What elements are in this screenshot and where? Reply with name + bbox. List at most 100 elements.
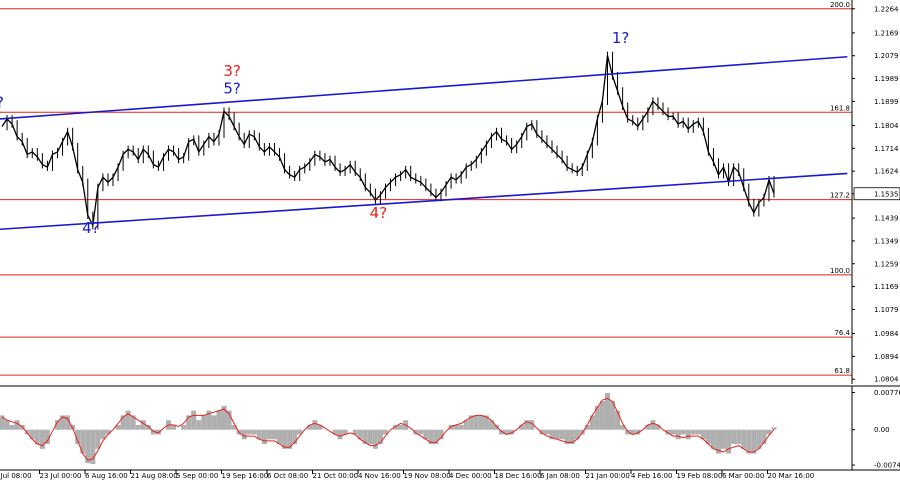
- osc-bar: [65, 415, 71, 430]
- osc-bar: [584, 424, 590, 430]
- osc-bar: [29, 429, 35, 440]
- osc-bar: [337, 429, 343, 440]
- osc-bar: [9, 424, 15, 430]
- osc-bar: [599, 401, 605, 430]
- osc-bar: [125, 410, 131, 430]
- osc-bar: [499, 429, 505, 435]
- osc-bar: [256, 429, 262, 440]
- osc-bar: [569, 429, 575, 445]
- osc-bar: [620, 424, 626, 430]
- channel-line-upper: [0, 55, 848, 120]
- wave-label: 1?: [612, 29, 630, 47]
- osc-bar: [493, 424, 499, 430]
- wave-label: 5?: [223, 80, 241, 98]
- osc-bar: [504, 429, 510, 435]
- time-tick-label: 4 Dec 00:00: [449, 472, 492, 480]
- osc-bar: [266, 429, 272, 440]
- price-series: [1, 51, 775, 230]
- osc-bar: [690, 429, 696, 435]
- osc-bar: [181, 424, 187, 430]
- osc-bar: [544, 429, 550, 435]
- price-tick-label: 1.2169: [874, 29, 899, 37]
- osc-bar: [488, 420, 494, 430]
- time-tick-label: 19 Sep 16:00: [222, 472, 269, 480]
- osc-bar: [655, 424, 661, 430]
- osc-bar: [221, 405, 227, 430]
- osc-bar: [715, 429, 721, 454]
- osc-bar: [60, 415, 66, 430]
- osc-bar: [539, 429, 545, 435]
- time-tick-label: 19 Nov 08:00: [404, 472, 451, 480]
- osc-bar: [761, 429, 767, 445]
- osc-bar: [297, 429, 303, 435]
- fib-level-label: 61.8: [834, 367, 850, 375]
- current-price-box: [853, 187, 900, 201]
- osc-bar: [206, 410, 212, 430]
- osc-bar: [105, 429, 111, 435]
- price-axis: 1.0804 1.0894 1.0984 1.1079 1.1169 1.1259 1.13…: [851, 0, 900, 384]
- osc-bar: [746, 429, 752, 454]
- osc-bar: [468, 415, 474, 430]
- osc-bar: [271, 429, 277, 440]
- osc-bar: [564, 429, 570, 445]
- osc-bar: [4, 420, 10, 430]
- time-tick-label: 6 Mar 00:00: [722, 472, 764, 480]
- osc-bar: [705, 429, 711, 445]
- osc-bar: [766, 429, 772, 435]
- osc-bar: [756, 429, 762, 449]
- osc-bar: [312, 420, 318, 430]
- osc-signal-line: [1, 397, 775, 461]
- osc-bar: [635, 429, 641, 435]
- osc-bar: [24, 429, 30, 435]
- osc-bar: [771, 427, 777, 430]
- osc-bar: [342, 429, 348, 435]
- time-tick-label: 4 Nov 16:00: [358, 472, 401, 480]
- time-tick-label: 21 Jan 00:00: [586, 472, 630, 480]
- osc-bar: [130, 415, 136, 430]
- osc-bar: [630, 429, 636, 435]
- osc-bar: [55, 420, 61, 430]
- wave-label: ?: [0, 93, 4, 111]
- fibonacci-levels: 200.0 161.8 127.2 100.0 76.4 61.8: [0, 1, 852, 376]
- osc-bar: [307, 424, 313, 430]
- osc-bar: [710, 429, 716, 449]
- fib-level-label: 127.2: [830, 192, 850, 200]
- osc-bar: [100, 429, 106, 440]
- osc-bar: [529, 420, 535, 430]
- osc-bar: [433, 429, 439, 445]
- osc-bar: [463, 420, 469, 430]
- osc-bar: [216, 410, 222, 430]
- osc-bar: [251, 429, 257, 435]
- price-tick-label: 1.1079: [874, 306, 899, 314]
- osc-bar: [721, 429, 727, 449]
- osc-bar: [150, 429, 156, 435]
- osc-bar: [332, 429, 338, 435]
- osc-bar: [610, 401, 616, 430]
- osc-bar: [39, 429, 45, 449]
- fib-level-label: 161.8: [830, 104, 850, 112]
- osc-bar: [604, 392, 610, 430]
- osc-bar: [226, 410, 232, 430]
- time-tick-label: 8 Jul 08:00: [0, 472, 32, 480]
- price-tick-label: 1.1439: [874, 215, 899, 223]
- osc-bar: [509, 429, 515, 435]
- price-tick-label: 1.0984: [874, 330, 899, 338]
- time-tick-label: 6 Aug 16:00: [85, 472, 128, 480]
- wave-label: 4?: [370, 204, 388, 222]
- osc-bar: [680, 429, 686, 435]
- osc-bar: [357, 429, 363, 440]
- osc-bar: [615, 410, 621, 430]
- osc-bar: [135, 424, 141, 430]
- osc-bar: [726, 429, 732, 454]
- osc-bar: [589, 415, 595, 430]
- osc-bar: [277, 429, 283, 445]
- wave-labels: ? 4? 3?5? 4? 1?: [0, 29, 629, 237]
- wave-label: 3?: [223, 62, 241, 80]
- osc-bar: [241, 429, 247, 440]
- osc-bar: [80, 429, 86, 454]
- osc-bar: [196, 420, 202, 430]
- osc-bar: [372, 429, 378, 449]
- osc-bar: [186, 415, 192, 430]
